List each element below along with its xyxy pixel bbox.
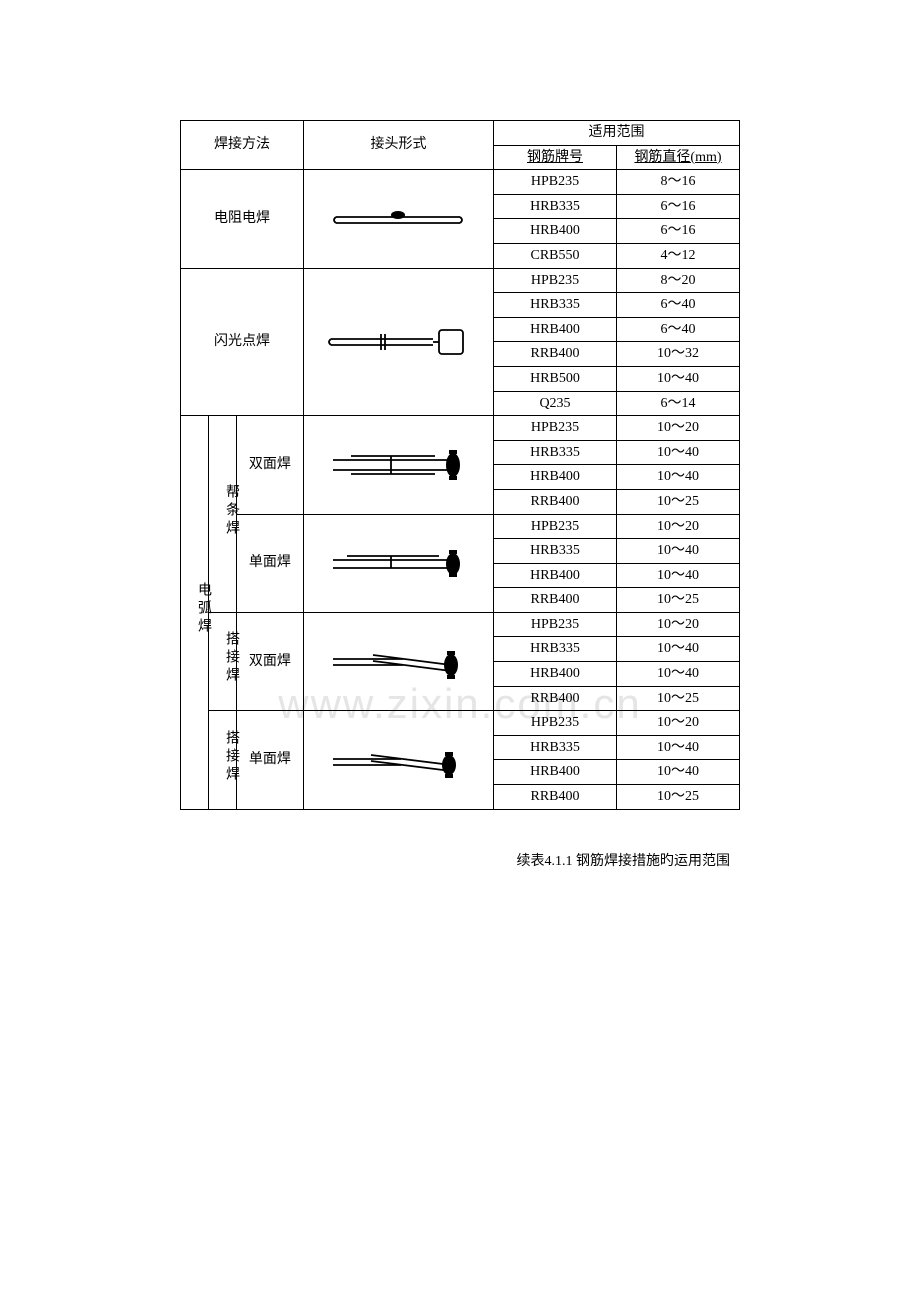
method-arc: 电弧焊 (181, 416, 209, 810)
table-cell: 10～40 (616, 760, 739, 785)
table-cell: 10～25 (616, 785, 739, 810)
method-double-2: 双面焊 (236, 612, 303, 710)
table-cell: HRB400 (494, 662, 617, 687)
resistance-weld-icon (328, 206, 468, 232)
table-cell: 10～20 (616, 612, 739, 637)
method-double-1: 双面焊 (236, 416, 303, 514)
diagram-flash (303, 268, 493, 416)
table-cell: RRB400 (494, 588, 617, 613)
method-single-2: 单面焊 (236, 711, 303, 809)
table-cell: 10～25 (616, 686, 739, 711)
header-scope: 适用范围 (494, 121, 740, 146)
table-cell: HRB335 (494, 539, 617, 564)
strip-double-icon (323, 442, 473, 488)
table-cell: CRB550 (494, 243, 617, 268)
table-cell: HRB335 (494, 194, 617, 219)
header-joint: 接头形式 (303, 121, 493, 170)
table-cell: 10～40 (616, 440, 739, 465)
table-cell: 6～16 (616, 194, 739, 219)
table-cell: 10～40 (616, 563, 739, 588)
table-cell: HRB400 (494, 760, 617, 785)
diagram-resistance (303, 170, 493, 268)
diagram-lap-double (303, 612, 493, 710)
table-cell: 10～25 (616, 489, 739, 514)
table-cell: 6～40 (616, 293, 739, 318)
table-caption: 续表4.1.1 钢筋焊接措施旳运用范围 (180, 850, 740, 870)
table-cell: 6～14 (616, 391, 739, 416)
table-cell: HRB500 (494, 366, 617, 391)
table-cell: RRB400 (494, 489, 617, 514)
table-cell: 6～40 (616, 317, 739, 342)
table-cell: 4～12 (616, 243, 739, 268)
table-cell: 6～16 (616, 219, 739, 244)
table-cell: HPB235 (494, 170, 617, 195)
method-lap-2: 搭接焊 (208, 711, 236, 809)
table-cell: 10～40 (616, 637, 739, 662)
table-cell: 10～40 (616, 366, 739, 391)
diagram-strip-double (303, 416, 493, 514)
table-cell: 10～40 (616, 465, 739, 490)
table-cell: HRB335 (494, 637, 617, 662)
header-grade: 钢筋牌号 (494, 145, 617, 170)
diagram-lap-single (303, 711, 493, 809)
table-cell: HRB400 (494, 563, 617, 588)
table-cell: HPB235 (494, 514, 617, 539)
table-cell: 10～20 (616, 514, 739, 539)
table-cell: HRB400 (494, 317, 617, 342)
table-cell: HPB235 (494, 416, 617, 441)
table-cell: 10～40 (616, 539, 739, 564)
table-cell: HRB400 (494, 465, 617, 490)
lap-double-icon (323, 639, 473, 685)
table-cell: HPB235 (494, 711, 617, 736)
header-diameter: 钢筋直径(mm) (616, 145, 739, 170)
diagram-strip-single (303, 514, 493, 612)
table-cell: HPB235 (494, 268, 617, 293)
table-cell: 10～20 (616, 711, 739, 736)
strip-single-icon (323, 540, 473, 586)
table-cell: RRB400 (494, 686, 617, 711)
flash-weld-icon (323, 324, 473, 360)
table-cell: 10～32 (616, 342, 739, 367)
table-cell: 10～40 (616, 735, 739, 760)
table-cell: HRB335 (494, 440, 617, 465)
table-cell: RRB400 (494, 785, 617, 810)
table-cell: RRB400 (494, 342, 617, 367)
table-cell: 8～16 (616, 170, 739, 195)
table-cell: 10～25 (616, 588, 739, 613)
table-cell: HRB400 (494, 219, 617, 244)
welding-table: 焊接方法 接头形式 适用范围 钢筋牌号 钢筋直径(mm) 电阻电焊 HPB235… (180, 120, 740, 810)
lap-single-icon (323, 737, 473, 783)
header-method: 焊接方法 (181, 121, 304, 170)
table-cell: HPB235 (494, 612, 617, 637)
table-cell: HRB335 (494, 293, 617, 318)
table-cell: Q235 (494, 391, 617, 416)
table-cell: HRB335 (494, 735, 617, 760)
table-cell: 8～20 (616, 268, 739, 293)
table-cell: 10～40 (616, 662, 739, 687)
table-cell: 10～20 (616, 416, 739, 441)
method-flash: 闪光点焊 (181, 268, 304, 416)
method-single-1: 单面焊 (236, 514, 303, 612)
method-resistance: 电阻电焊 (181, 170, 304, 268)
